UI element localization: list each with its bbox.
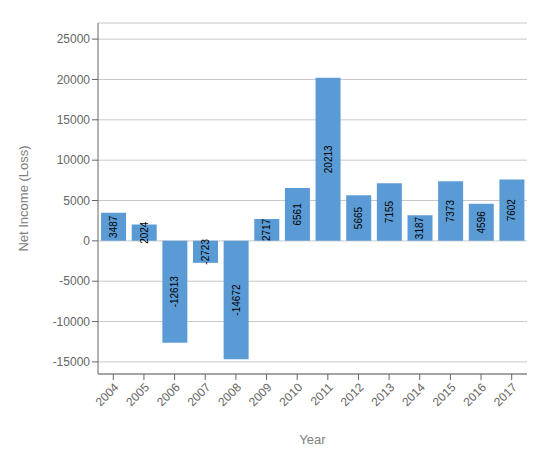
svg-text:15000: 15000 (57, 113, 91, 127)
svg-text:Year: Year (299, 432, 326, 447)
svg-text:7373: 7373 (445, 200, 456, 223)
svg-text:Net Income (Loss): Net Income (Loss) (16, 145, 31, 251)
svg-text:2011: 2011 (308, 380, 336, 408)
svg-text:2016: 2016 (460, 380, 489, 409)
svg-text:7155: 7155 (384, 200, 395, 223)
svg-text:20000: 20000 (57, 73, 91, 87)
svg-text:2717: 2717 (261, 218, 272, 241)
svg-text:2015: 2015 (430, 380, 459, 409)
svg-text:25000: 25000 (57, 32, 91, 46)
svg-text:2010: 2010 (277, 380, 306, 409)
svg-text:2005: 2005 (123, 380, 152, 409)
svg-text:6561: 6561 (292, 203, 303, 226)
svg-text:-12613: -12613 (169, 276, 180, 308)
svg-text:20213: 20213 (323, 145, 334, 173)
svg-text:2013: 2013 (368, 380, 397, 409)
svg-text:3187: 3187 (414, 216, 425, 239)
svg-text:-5000: -5000 (59, 274, 90, 288)
svg-text:2004: 2004 (93, 380, 122, 409)
svg-text:2007: 2007 (185, 380, 214, 409)
svg-text:4596: 4596 (476, 211, 487, 234)
svg-text:5000: 5000 (63, 194, 90, 208)
svg-text:7602: 7602 (506, 199, 517, 222)
svg-text:2017: 2017 (491, 380, 520, 409)
svg-text:10000: 10000 (57, 153, 91, 167)
svg-text:0: 0 (83, 234, 90, 248)
svg-text:-2723: -2723 (200, 239, 211, 265)
svg-text:2014: 2014 (399, 380, 428, 409)
svg-text:2024: 2024 (139, 221, 150, 244)
svg-text:-14672: -14672 (231, 284, 242, 316)
svg-text:2012: 2012 (338, 380, 367, 409)
svg-text:5665: 5665 (353, 206, 364, 229)
svg-text:3487: 3487 (108, 215, 119, 238)
svg-text:-10000: -10000 (53, 315, 91, 329)
svg-text:-15000: -15000 (53, 355, 91, 369)
svg-text:2008: 2008 (215, 380, 244, 409)
svg-text:2009: 2009 (246, 380, 275, 409)
svg-text:2006: 2006 (154, 380, 183, 409)
